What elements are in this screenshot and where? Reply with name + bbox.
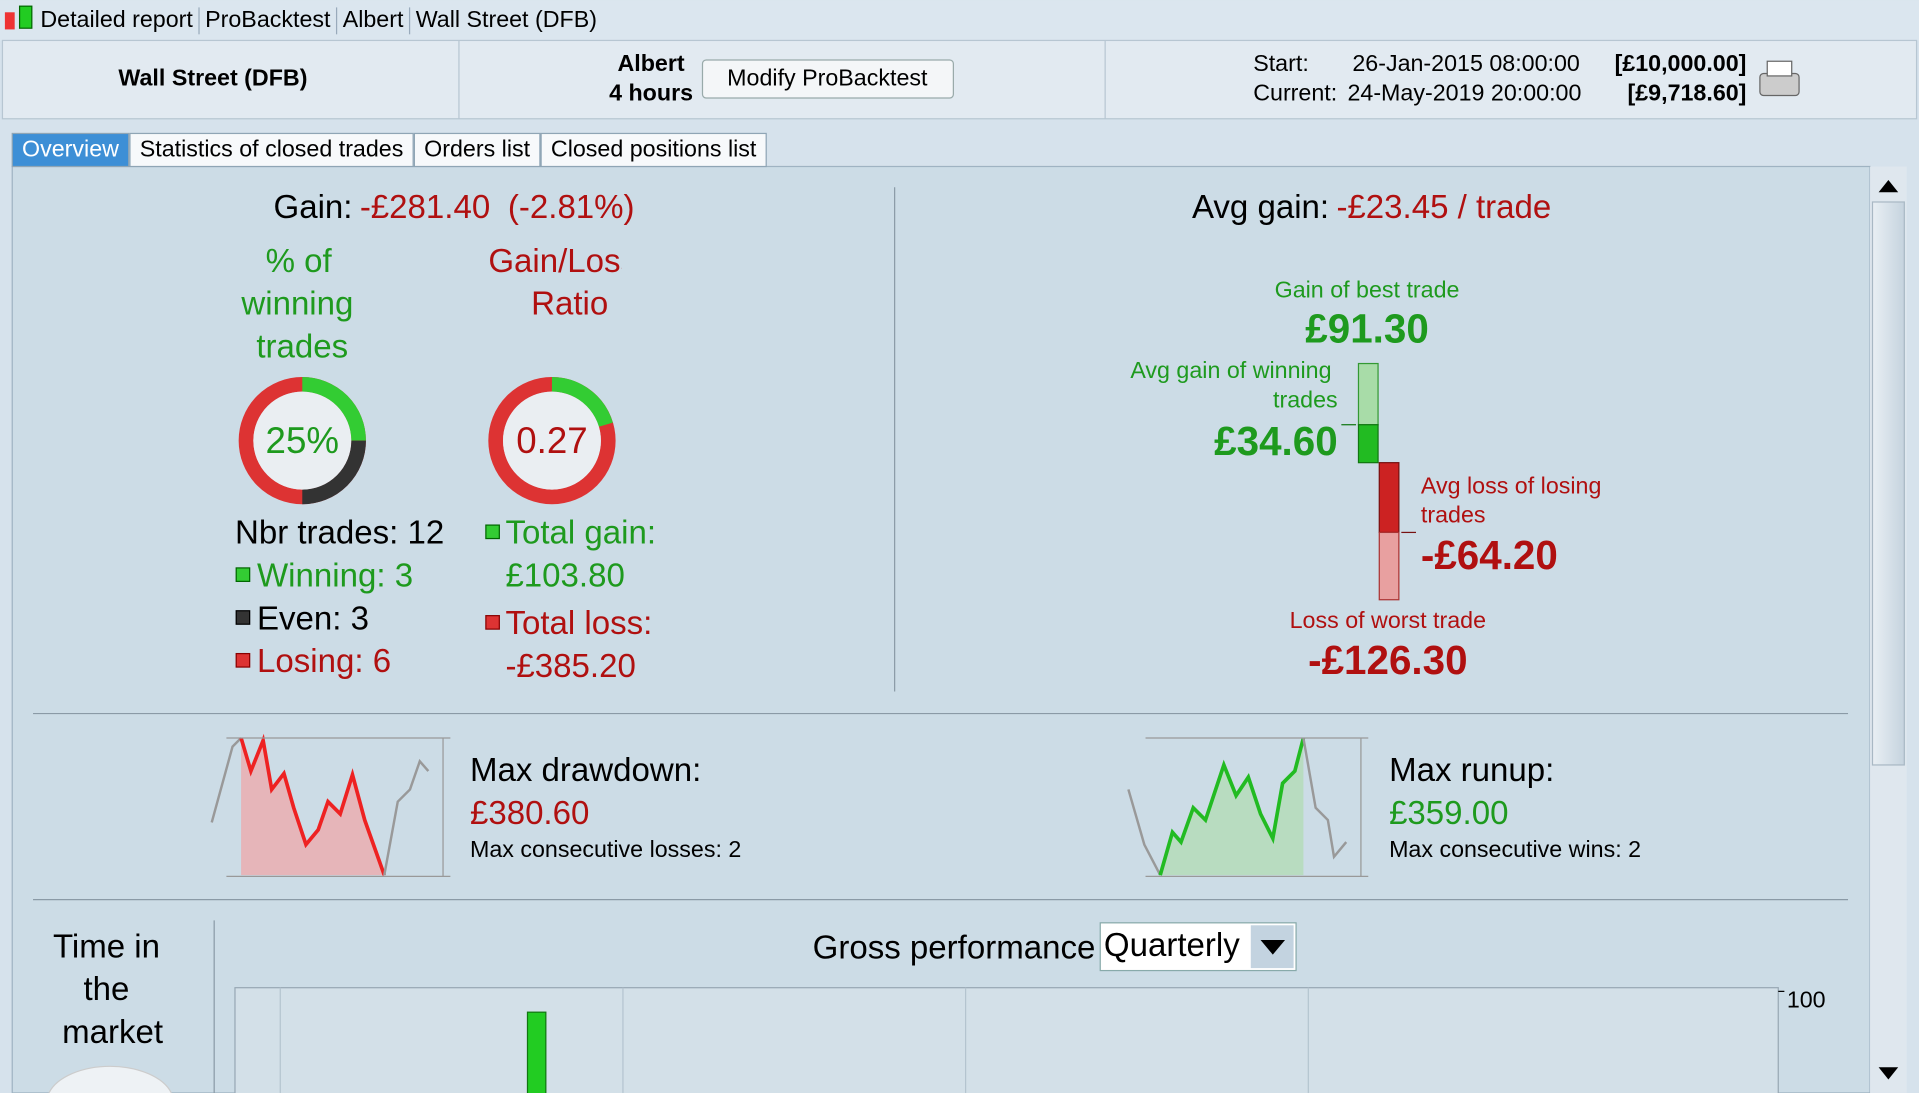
- tab-label: Statistics of closed trades: [140, 136, 404, 162]
- select-arrow-icon: [1260, 939, 1286, 955]
- winning-count: Winning: 3: [257, 557, 413, 594]
- winning-label: winning: [240, 286, 353, 323]
- gross-performance-label: Gross performance: [813, 929, 1096, 966]
- worst-trade: -£126.30: [1308, 637, 1467, 683]
- trade-range-bar: [1341, 362, 1416, 601]
- avg-win: £34.60: [1214, 418, 1338, 464]
- chart-grid: [279, 987, 1309, 1093]
- time-in-market-label: the: [84, 971, 130, 1008]
- instrument: Wall Street (DFB): [118, 65, 307, 91]
- consecutive-wins: Max consecutive wins: 2: [1389, 836, 1641, 862]
- tab-label: Orders list: [424, 136, 530, 162]
- performance-bar: [526, 1011, 547, 1093]
- tab[interactable]: [129, 132, 414, 168]
- best-trade-label: Gain of best trade: [1275, 276, 1460, 302]
- start-date: 26-Jan-2015 08:00:00: [1352, 50, 1580, 76]
- avg-loss-label: Avg loss of losing: [1421, 472, 1602, 498]
- start-capital: [£10,000.00]: [1615, 50, 1747, 76]
- tab-label: Closed positions list: [551, 136, 757, 162]
- time-in-market-label: market: [62, 1014, 163, 1051]
- total-loss: -£385.20: [505, 648, 635, 685]
- scroll-up[interactable]: [1878, 179, 1899, 193]
- avg-loss-label: trades: [1421, 502, 1486, 528]
- axis-tick-label: 100: [1787, 986, 1826, 1012]
- header-panel: [1, 39, 1918, 120]
- losing-count: Losing: 6: [257, 643, 391, 680]
- best-trade: £91.30: [1305, 305, 1429, 351]
- tab[interactable]: [413, 132, 541, 168]
- current-label: Current:: [1253, 79, 1337, 105]
- gain-label: Gain:: [274, 189, 353, 226]
- period-value: Quarterly: [1104, 927, 1240, 964]
- app-icon: [18, 5, 33, 29]
- winning-donut: [238, 376, 366, 505]
- even-count: Even: 3: [257, 600, 369, 637]
- tab-label: Overview: [22, 136, 119, 162]
- legend-swatches: [235, 524, 500, 668]
- winning-label: % of: [266, 243, 333, 280]
- trade-count: Nbr trades: 12: [235, 515, 444, 552]
- scroll-thumb[interactable]: [1871, 201, 1905, 766]
- worst-trade-label: Loss of worst trade: [1290, 607, 1486, 633]
- ratio-value: 0.27: [516, 420, 587, 461]
- title-bar: [0, 0, 1919, 41]
- drawdown-sparkline: [210, 733, 451, 877]
- ratio-label: Ratio: [531, 286, 608, 323]
- drawdown-label: Max drawdown:: [470, 752, 701, 789]
- timeframe: 4 hours: [609, 79, 693, 105]
- tab[interactable]: [11, 132, 130, 168]
- ratio-donut: [488, 376, 616, 505]
- scroll-down[interactable]: [1878, 1067, 1899, 1080]
- tab[interactable]: [540, 132, 767, 168]
- runup-sparkline: [1127, 737, 1369, 877]
- button-label: Modify ProBacktest: [727, 65, 928, 91]
- avg-loss: -£64.20: [1421, 532, 1558, 578]
- total-gain-label: Total gain:: [505, 515, 656, 552]
- consecutive-losses: Max consecutive losses: 2: [470, 836, 741, 862]
- modify-button[interactable]: [701, 59, 954, 99]
- gain-value: -£281.40: [360, 189, 490, 226]
- avg-gain: -£23.45 / trade: [1336, 189, 1551, 226]
- avg-win-label: Avg gain of winning: [1130, 357, 1331, 383]
- drawdown: £380.60: [470, 795, 589, 832]
- performance-chart: [234, 987, 1779, 1093]
- printer-icon[interactable]: [1759, 60, 1800, 97]
- current-capital: [£9,718.60]: [1628, 79, 1747, 105]
- gain-percent: (-2.81%): [508, 189, 635, 226]
- time-gauge: [48, 1065, 172, 1093]
- system-name: Albert: [617, 50, 684, 76]
- app-icon: [4, 12, 15, 30]
- window-title: Albert: [343, 6, 404, 32]
- runup-label: Max runup:: [1389, 752, 1554, 789]
- window-title: Wall Street (DFB): [416, 6, 597, 32]
- avg-win-label: trades: [1273, 387, 1338, 413]
- window-title: Detailed report: [40, 6, 193, 32]
- total-gain: £103.80: [505, 557, 624, 594]
- runup: £359.00: [1389, 795, 1508, 832]
- current-date: 24-May-2019 20:00:00: [1347, 79, 1581, 105]
- ratio-label: Gain/Loss: [488, 243, 637, 280]
- total-loss-label: Total loss:: [505, 605, 652, 642]
- content-panel: [11, 165, 1871, 1093]
- winning-label: trades: [256, 329, 348, 366]
- winning-percent: 25%: [266, 420, 339, 461]
- start-label: Start:: [1253, 50, 1309, 76]
- avg-gain-label: Avg gain:: [1192, 189, 1329, 226]
- window-title: ProBacktest: [205, 6, 331, 32]
- time-in-market-label: Time in: [53, 928, 160, 965]
